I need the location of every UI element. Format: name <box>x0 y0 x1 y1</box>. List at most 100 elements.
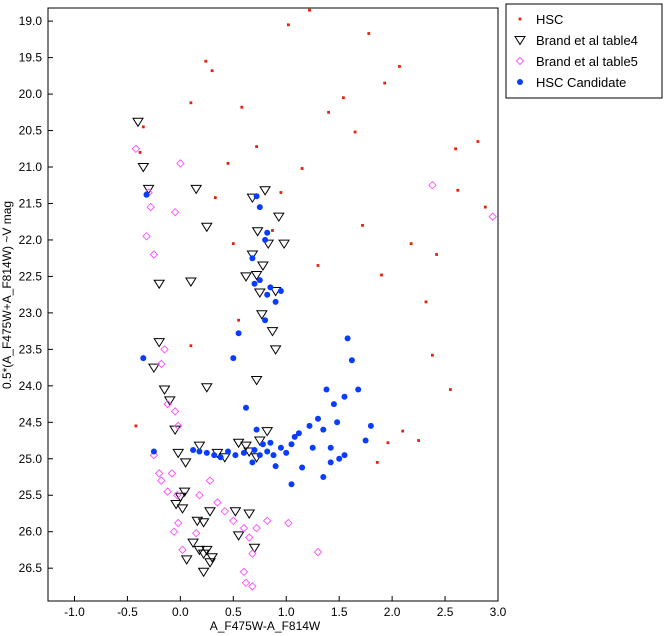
hsc-point-5 <box>210 69 214 73</box>
brand-et-al-table4-point-42 <box>176 504 189 514</box>
brand-et-al-table4-point-7 <box>153 338 166 348</box>
brand-et-al-table5-point-21 <box>205 476 215 485</box>
brand-et-al-table4-point-30 <box>269 345 282 355</box>
series-hsc-candidate <box>140 191 374 488</box>
hsc-candidate-point-44 <box>348 357 355 364</box>
y-tick-label: 21.0 <box>19 160 43 174</box>
y-tick-label: 26.0 <box>19 525 43 539</box>
series-brand-et-al-table5 <box>131 144 497 591</box>
brand-et-al-table4-point-31 <box>250 376 263 386</box>
legend-label-hsc-candidate: HSC Candidate <box>536 75 626 90</box>
series-brand-et-al-table4 <box>132 117 291 578</box>
brand-et-al-table4-point-3 <box>190 184 203 195</box>
brand-et-al-table4-point-18 <box>256 261 269 271</box>
hsc-candidate-point-59 <box>256 452 263 459</box>
brand-et-al-table4-point-19 <box>246 250 259 260</box>
brand-et-al-table5-point-34 <box>313 547 323 557</box>
hsc-candidate-point-2 <box>150 448 157 455</box>
hsc-candidate-point-12 <box>264 291 271 298</box>
brand-et-al-table4-point-57 <box>180 555 193 565</box>
brand-et-al-table4-point-10 <box>163 396 176 406</box>
hsc-point-31 <box>342 96 345 100</box>
brand-et-al-table5-point-9 <box>163 399 172 409</box>
brand-et-al-table4-point-49 <box>232 531 245 541</box>
hsc-point-22 <box>213 196 217 199</box>
hsc-candidate-point-26 <box>217 454 224 461</box>
scatter-points-layer <box>131 8 497 591</box>
brand-et-al-table5-point-16 <box>163 487 172 496</box>
brand-et-al-table5-point-8 <box>157 359 166 369</box>
brand-et-al-table4-point-53 <box>200 545 213 556</box>
hsc-candidate-point-48 <box>367 422 374 429</box>
brand-et-al-table4-point-2 <box>142 184 155 195</box>
brand-et-al-table4-point-1 <box>137 163 150 173</box>
hsc-point-2 <box>367 32 371 35</box>
hsc-point-36 <box>380 273 383 277</box>
hsc-point-39 <box>279 191 283 194</box>
hsc-candidate-point-0 <box>143 191 150 198</box>
hsc-point-33 <box>417 439 420 442</box>
hsc-candidate-point-21 <box>270 452 277 459</box>
brand-et-al-table4-point-40 <box>178 487 191 498</box>
hsc-point-20 <box>386 441 390 445</box>
brand-et-al-table5-point-26 <box>244 533 254 542</box>
y-tick-label: 20.5 <box>19 124 43 138</box>
legend-brand-et-al-table5-point-0 <box>515 56 525 66</box>
brand-et-al-table5-point-24 <box>229 516 238 526</box>
brand-et-al-table5-point-11 <box>173 421 183 431</box>
x-axis-title: A_F475W-A_F814W <box>210 619 321 633</box>
y-tick-label: 23.0 <box>19 306 43 320</box>
hsc-candidate-point-1 <box>140 355 147 362</box>
brand-et-al-table5-point-32 <box>262 516 272 526</box>
hsc-candidate-point-8 <box>264 229 271 236</box>
hsc-candidate-point-30 <box>190 447 197 453</box>
brand-et-al-table5-point-33 <box>284 518 293 528</box>
series-hsc <box>134 8 487 464</box>
hsc-point-18 <box>401 429 405 433</box>
hsc-point-3 <box>204 59 208 63</box>
hsc-candidate-point-18 <box>253 426 260 433</box>
brand-et-al-table4-point-26 <box>272 212 285 223</box>
brand-et-al-table4-point-12 <box>169 425 182 436</box>
y-tick-label: 24.5 <box>19 415 43 429</box>
y-tick-label: 26.5 <box>19 561 43 575</box>
x-tick-label: 1.5 <box>331 605 348 619</box>
brand-et-al-table4-point-6 <box>184 277 197 287</box>
legend-brand-et-al-table4-point-0 <box>514 36 526 46</box>
brand-et-al-table4-point-29 <box>266 327 279 337</box>
brand-et-al-table5-point-31 <box>248 582 257 591</box>
brand-et-al-table4-point-43 <box>170 500 183 510</box>
hsc-candidate-point-55 <box>283 449 290 456</box>
y-tick-label: 19.0 <box>19 14 43 28</box>
hsc-candidate-point-15 <box>262 317 269 324</box>
brand-et-al-table4-point-0 <box>132 117 144 128</box>
hsc-candidate-point-5 <box>253 193 260 200</box>
hsc-candidate-point-24 <box>232 452 239 459</box>
x-tick-label: 1.0 <box>278 605 295 619</box>
y-tick-label: 20.0 <box>19 87 43 101</box>
hsc-candidate-point-3 <box>230 355 237 362</box>
legend-hsc-point-0 <box>518 17 522 21</box>
brand-et-al-table5-point-13 <box>154 469 164 478</box>
y-tick-label: 24.0 <box>19 379 43 393</box>
hsc-candidate-point-39 <box>334 419 341 426</box>
brand-et-al-table4-point-8 <box>147 363 160 374</box>
x-tick-label: -1.0 <box>64 605 85 619</box>
brand-et-al-table4-point-23 <box>251 227 264 237</box>
x-tick-label: 3.0 <box>490 605 507 619</box>
hsc-point-37 <box>435 253 438 256</box>
x-tick-label: 2.5 <box>437 605 454 619</box>
brand-et-al-table5-point-3 <box>146 202 155 212</box>
hsc-point-1 <box>287 23 290 27</box>
hsc-point-38 <box>189 344 193 348</box>
x-tick-label: 0.0 <box>172 605 189 619</box>
hsc-point-28 <box>409 242 413 245</box>
hsc-point-14 <box>483 205 487 209</box>
brand-et-al-table4-point-55 <box>206 553 219 563</box>
brand-et-al-table4-point-17 <box>250 271 263 281</box>
hsc-point-21 <box>134 424 138 428</box>
brand-et-al-table5-point-35 <box>191 528 201 538</box>
hsc-candidate-point-9 <box>251 280 258 287</box>
brand-et-al-table5-point-0 <box>131 144 141 154</box>
hsc-candidate-point-34 <box>295 430 302 437</box>
